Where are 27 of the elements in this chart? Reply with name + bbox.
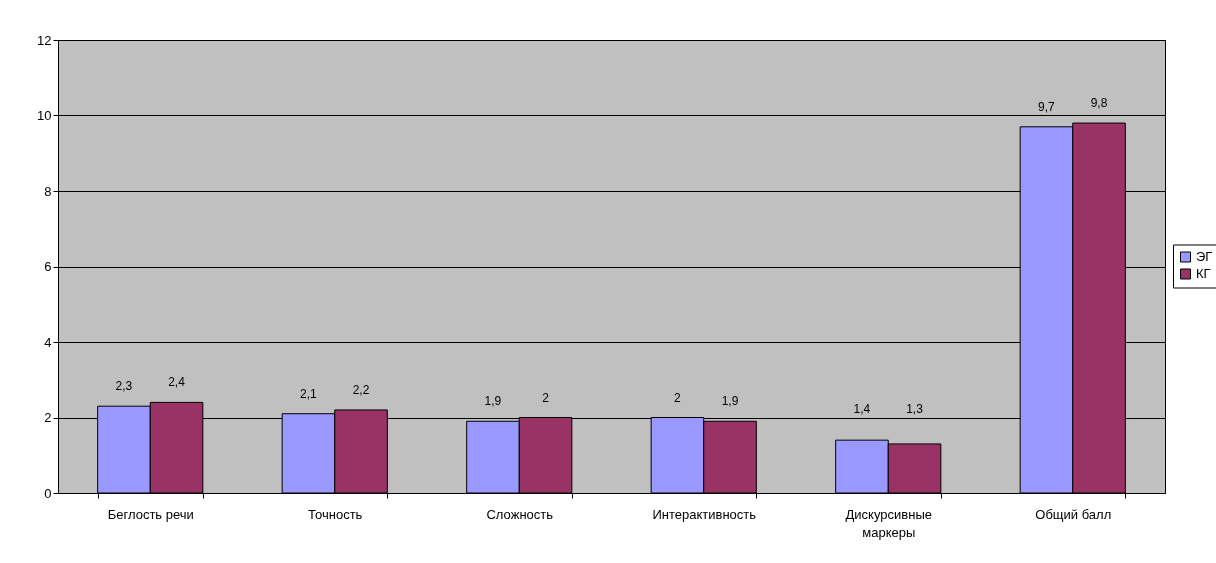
x-tick-label: Общий балл [1035,506,1112,522]
x-tick-label: Дискурсивные маркеры [845,506,932,540]
data-label: 9,8 [1090,96,1108,111]
y-tick-label: 6 [44,259,52,274]
data-label: 2 [542,390,550,405]
y-tick-label: 12 [37,32,52,48]
x-tick-label: Сложность [486,506,554,522]
legend-label: КГ [1196,266,1211,281]
y-tick-label: 2 [44,410,52,425]
data-label: 1,4 [853,401,871,416]
y-tick-label: 4 [44,334,52,350]
data-label: 9,7 [1038,99,1056,114]
y-tick-label: 8 [44,183,52,199]
data-label: 2 [674,390,682,405]
data-label: 1,9 [484,394,502,409]
legend-label: ЭГ [1196,249,1213,264]
data-label: 2,3 [115,379,133,394]
data-label: 2,1 [300,386,318,401]
y-tick-label: 0 [44,485,52,501]
data-label: 1,9 [721,394,739,409]
x-tick-label: Интерактивность [652,506,757,522]
data-label: 2,2 [352,382,370,397]
y-tick-label: 10 [37,108,52,123]
x-tick-label: Точность [308,506,363,522]
data-label: 1,3 [906,401,924,416]
data-label: 2,4 [168,375,186,390]
x-tick-label: Беглость речи [107,506,194,522]
